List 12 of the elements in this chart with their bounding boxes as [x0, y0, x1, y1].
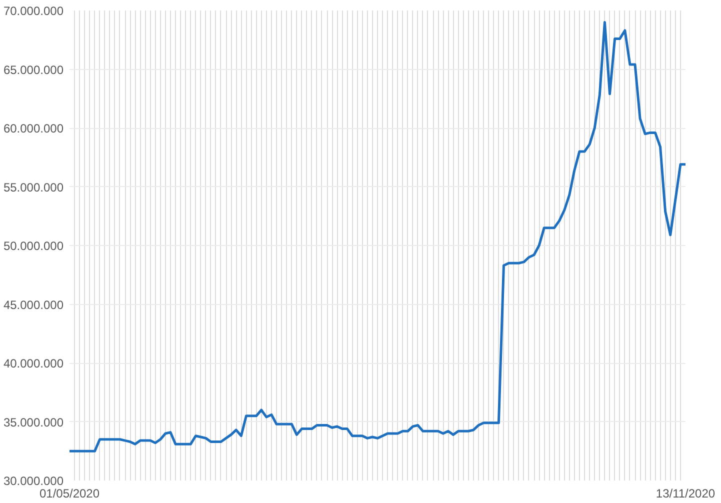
x-tick-label: 13/11/2020 [656, 486, 716, 500]
y-tick-label: 55.000.000 [3, 180, 64, 194]
y-tick-label: 35.000.000 [3, 415, 64, 430]
y-tick-label: 60.000.000 [3, 122, 64, 136]
y-tick-label: 70.000.000 [3, 4, 64, 18]
line-series [70, 21, 686, 452]
y-tick-label: 65.000.000 [3, 62, 64, 77]
y-tick-label: 40.000.000 [3, 356, 64, 370]
y-tick-label: 45.000.000 [3, 298, 64, 312]
y-tick-label: 30.000.000 [3, 474, 64, 488]
y-tick-label: 50.000.000 [3, 239, 64, 253]
x-tick-label: 01/05/2020 [39, 486, 100, 500]
